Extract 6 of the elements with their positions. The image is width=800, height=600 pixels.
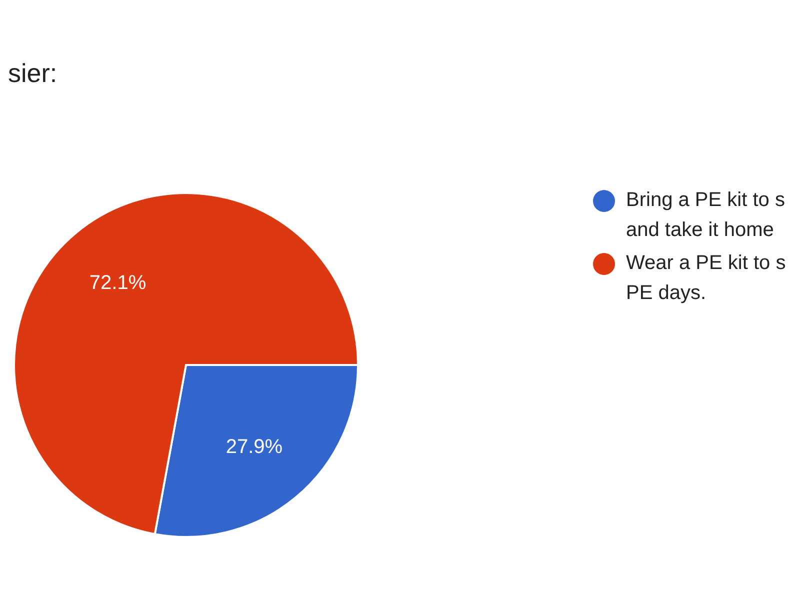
pie-slice xyxy=(13,192,359,536)
data-label: 27.9% xyxy=(226,436,283,458)
data-label: 72.1% xyxy=(89,272,146,294)
legend-label: Bring a PE kit to s and take it home xyxy=(626,188,785,243)
legend-label: Wear a PE kit to s PE days. xyxy=(626,251,786,306)
chart-title: sier: xyxy=(8,58,58,89)
